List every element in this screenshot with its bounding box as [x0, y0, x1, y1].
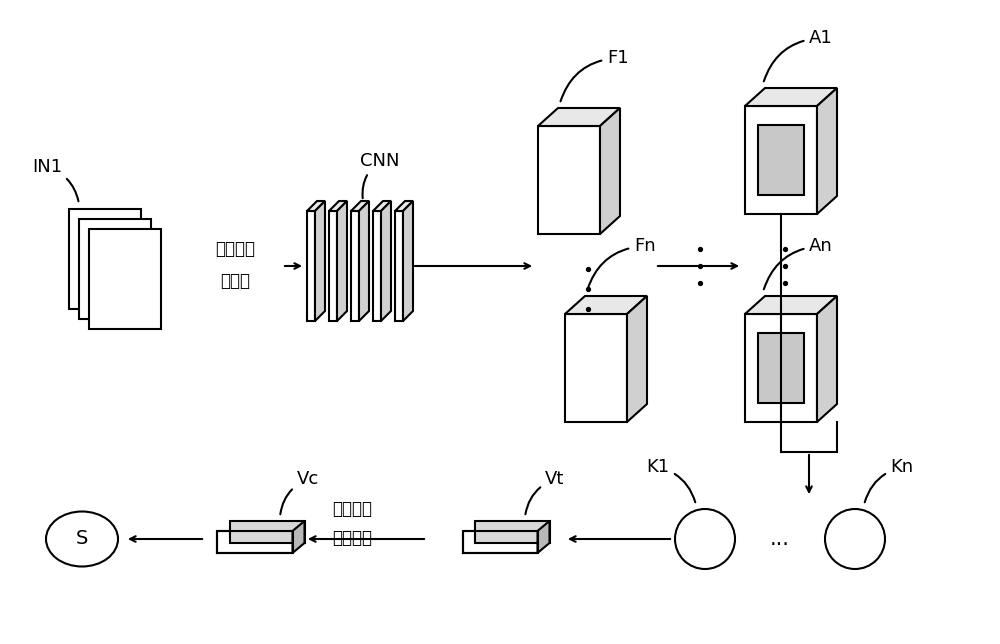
Polygon shape [337, 201, 347, 321]
Text: 图像帧: 图像帧 [220, 272, 250, 290]
Text: K1: K1 [646, 458, 695, 502]
Bar [758, 334, 804, 402]
Bar [373, 211, 381, 321]
Text: A1: A1 [764, 29, 833, 81]
Bar [307, 211, 315, 321]
Polygon shape [329, 201, 347, 211]
Polygon shape [359, 201, 369, 321]
Text: F1: F1 [561, 49, 629, 101]
Polygon shape [403, 201, 413, 321]
Polygon shape [307, 201, 325, 211]
Polygon shape [292, 521, 304, 553]
Polygon shape [475, 521, 550, 543]
Bar [329, 211, 337, 321]
Polygon shape [600, 108, 620, 234]
Text: 提取多个: 提取多个 [215, 240, 255, 258]
Polygon shape [745, 88, 837, 106]
Ellipse shape [46, 511, 118, 567]
Polygon shape [395, 201, 413, 211]
Bar [538, 126, 600, 234]
Text: IN1: IN1 [32, 158, 78, 202]
Bar [69, 209, 141, 309]
Bar [89, 229, 161, 329]
Bar [395, 211, 403, 321]
Text: S: S [76, 529, 88, 549]
Text: 多次一维: 多次一维 [332, 500, 372, 518]
Polygon shape [565, 296, 647, 314]
Text: Vc: Vc [280, 470, 319, 515]
Polygon shape [745, 296, 837, 314]
Polygon shape [217, 531, 292, 553]
Circle shape [675, 509, 735, 569]
Text: CNN: CNN [360, 152, 400, 198]
Polygon shape [373, 201, 391, 211]
Polygon shape [351, 201, 369, 211]
Bar [745, 314, 817, 422]
Text: ...: ... [770, 529, 790, 549]
Bar [745, 106, 817, 214]
Polygon shape [315, 201, 325, 321]
Bar [565, 314, 627, 422]
Bar [758, 126, 804, 194]
Text: Kn: Kn [865, 458, 914, 502]
Text: 卷积处理: 卷积处理 [332, 529, 372, 547]
Circle shape [825, 509, 885, 569]
Polygon shape [538, 108, 620, 126]
Bar [351, 211, 359, 321]
Polygon shape [817, 296, 837, 422]
Polygon shape [538, 521, 550, 553]
Polygon shape [817, 88, 837, 214]
Polygon shape [230, 521, 304, 543]
Polygon shape [627, 296, 647, 422]
Bar [79, 219, 151, 319]
Text: Fn: Fn [588, 237, 656, 289]
Polygon shape [381, 201, 391, 321]
Text: Vt: Vt [525, 470, 565, 515]
Polygon shape [462, 531, 538, 553]
Text: An: An [764, 237, 833, 289]
